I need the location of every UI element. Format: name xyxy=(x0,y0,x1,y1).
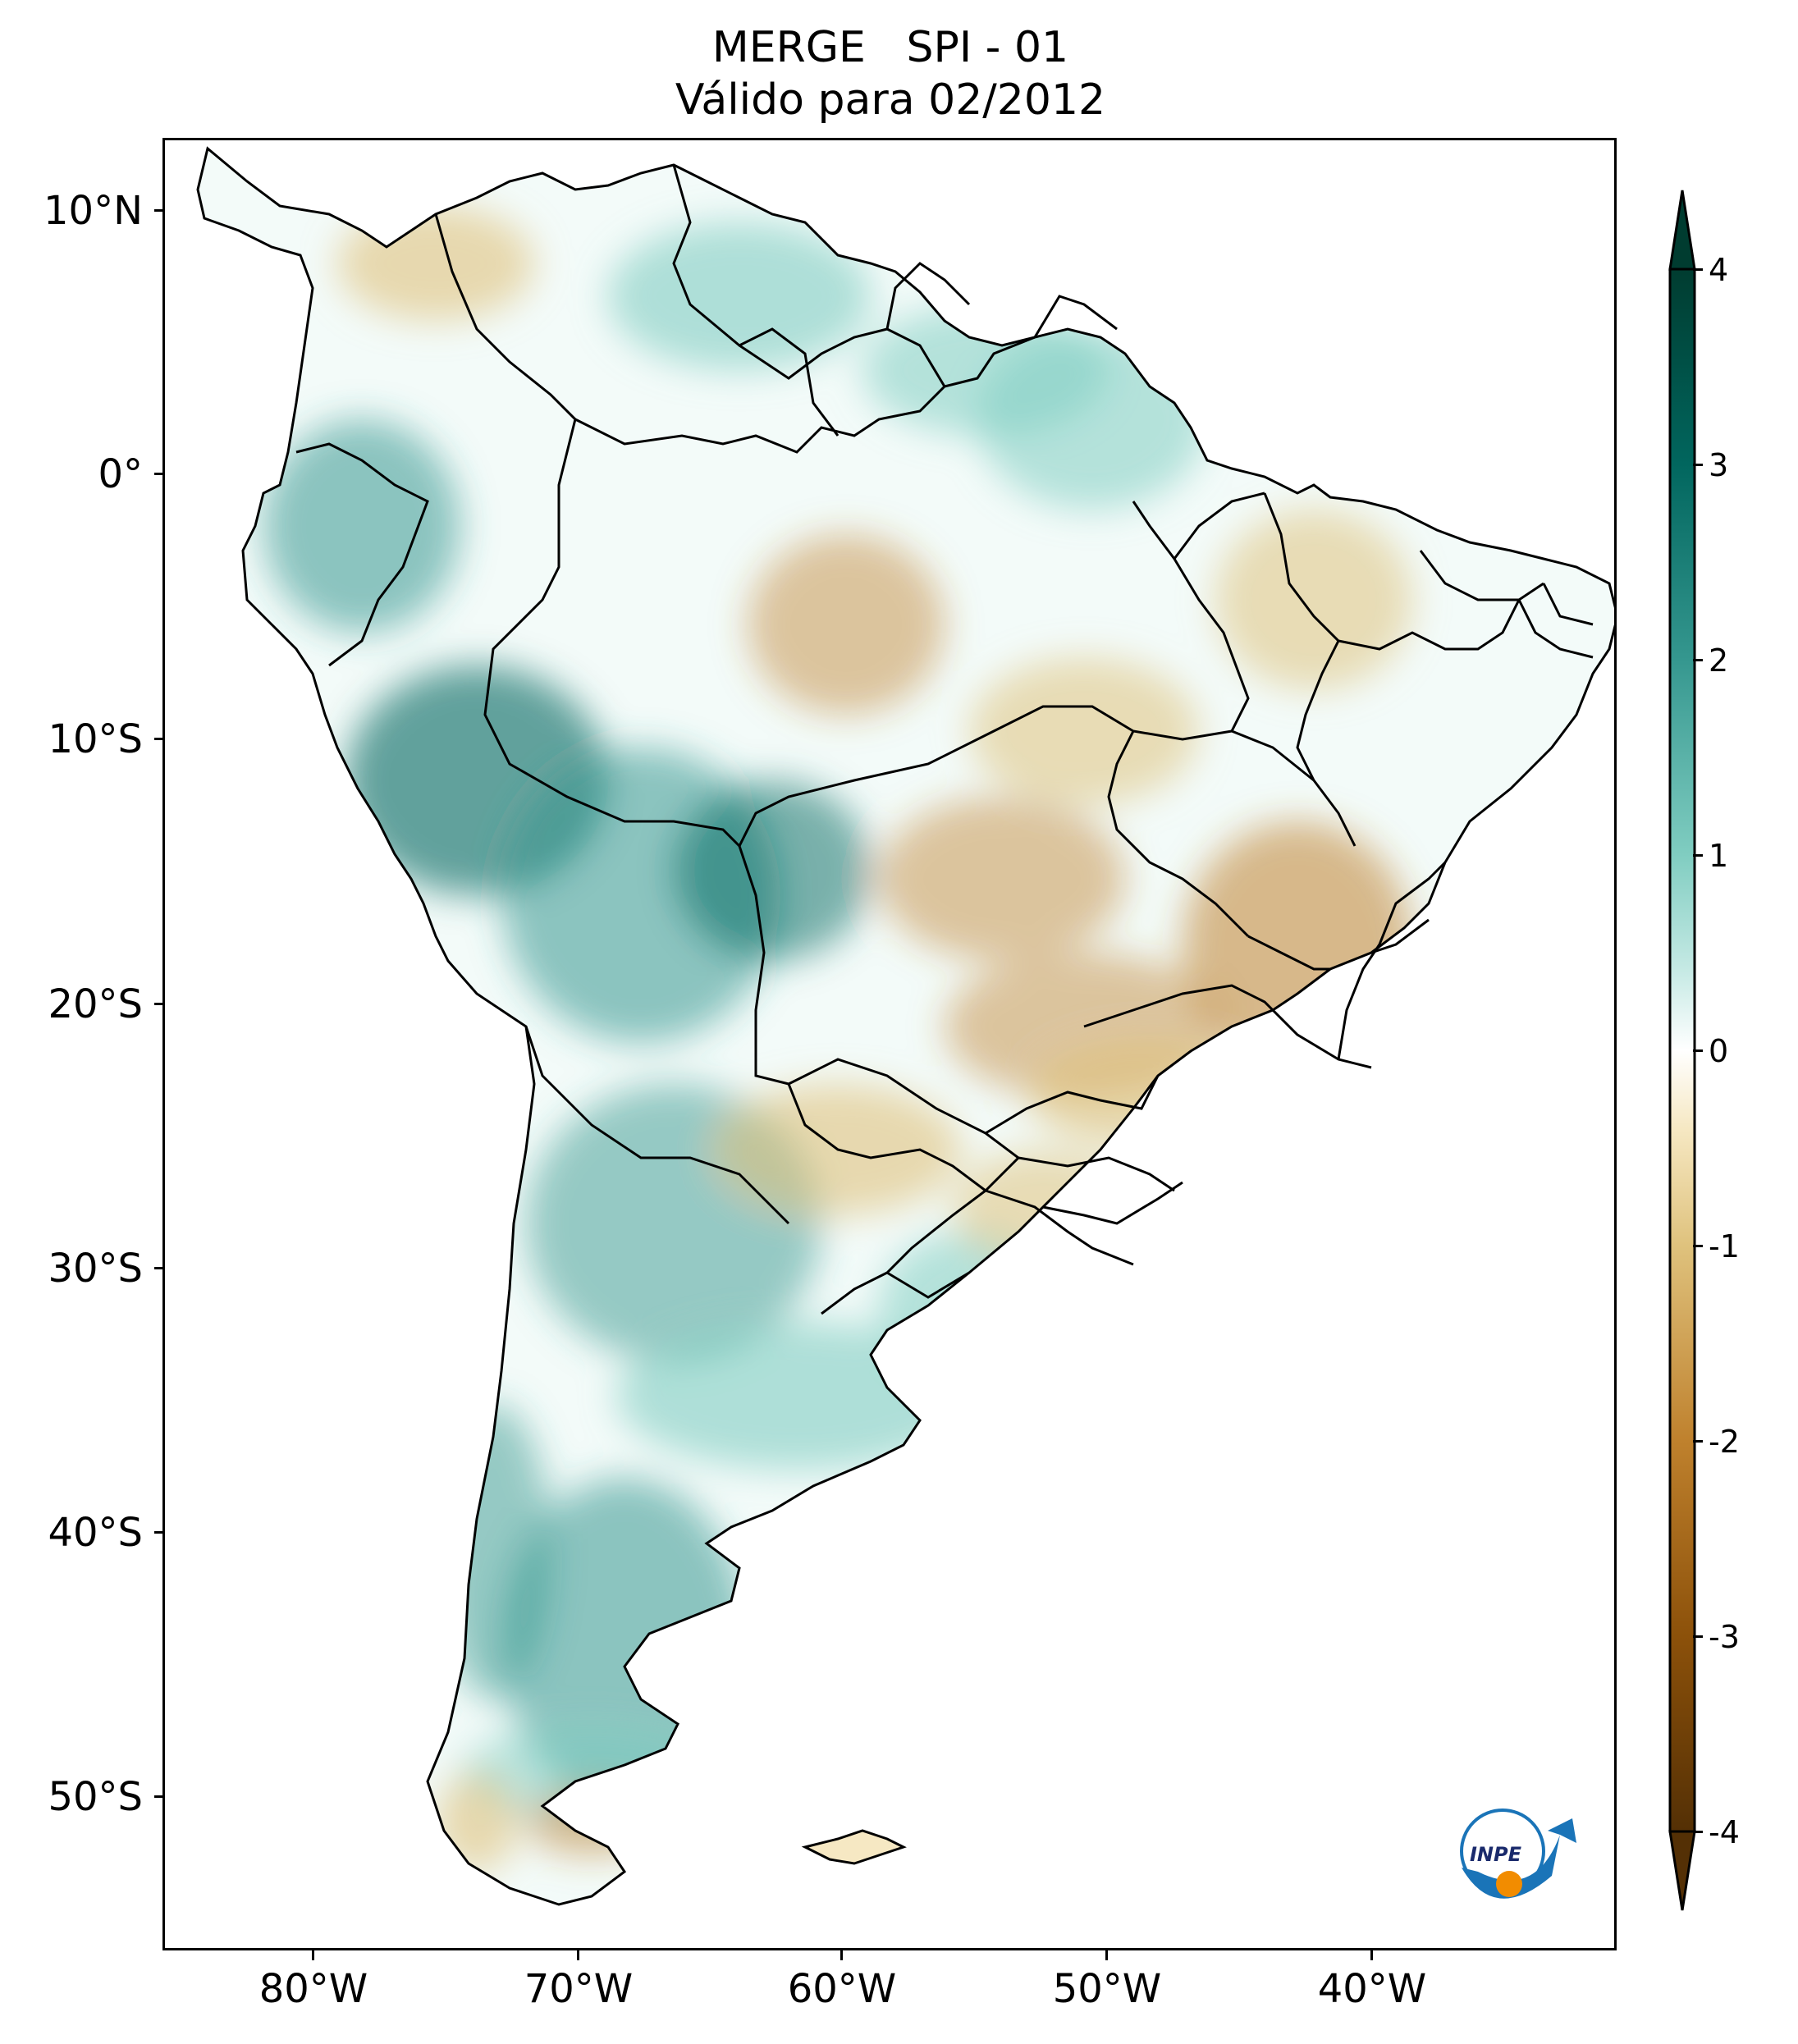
colorbar-top-arrow xyxy=(1668,190,1696,271)
colorbar-tick xyxy=(1693,268,1703,271)
lat-tick xyxy=(154,1795,164,1798)
colorbar-label: -3 xyxy=(1709,1619,1740,1655)
lat-tick xyxy=(154,1531,164,1534)
lon-label-40w: 40°W xyxy=(1317,1966,1427,2012)
colorbar-label: -4 xyxy=(1709,1814,1740,1850)
lon-label-50w: 50°W xyxy=(1052,1966,1162,2012)
lon-tick xyxy=(1370,1950,1373,1960)
lon-label-80w: 80°W xyxy=(258,1966,368,2012)
lat-label-50s: 50°S xyxy=(48,1774,143,1820)
lon-tick xyxy=(840,1950,843,1960)
lon-tick xyxy=(577,1950,579,1960)
colorbar-tick xyxy=(1693,659,1703,661)
lat-label-10n: 10°N xyxy=(43,188,143,234)
colorbar-tick xyxy=(1693,1831,1703,1833)
colorbar-tick xyxy=(1693,1245,1703,1247)
colorbar-gradient xyxy=(1668,268,1696,1833)
lat-label-0: 0° xyxy=(98,451,143,497)
colorbar-label: 3 xyxy=(1709,447,1729,483)
inpe-logo: INPE xyxy=(1460,1809,1576,1899)
colorbar-tick xyxy=(1693,464,1703,466)
lat-label-10s: 10°S xyxy=(48,716,143,762)
lat-tick xyxy=(154,209,164,212)
lat-tick xyxy=(154,738,164,740)
colorbar-label: 2 xyxy=(1709,642,1729,679)
political-borders xyxy=(295,164,1594,1315)
lat-label-30s: 30°S xyxy=(48,1246,143,1292)
colorbar-label: 0 xyxy=(1709,1033,1729,1069)
colorbar-bottom-arrow xyxy=(1668,1830,1696,1911)
lat-tick xyxy=(154,1267,164,1269)
lon-tick xyxy=(1105,1950,1108,1960)
colorbar-label: -1 xyxy=(1709,1228,1740,1264)
colorbar-tick xyxy=(1693,1635,1703,1638)
lat-label-20s: 20°S xyxy=(48,981,143,1027)
lat-tick xyxy=(154,1003,164,1005)
lon-tick xyxy=(312,1950,314,1960)
colorbar-tick xyxy=(1693,1440,1703,1443)
colorbar-tick xyxy=(1693,1049,1703,1052)
map-subtitle: Válido para 02/2012 xyxy=(675,75,1106,125)
lon-label-60w: 60°W xyxy=(787,1966,897,2012)
colorbar-label: -2 xyxy=(1709,1424,1740,1460)
lat-label-40s: 40°S xyxy=(48,1510,143,1556)
falkland-islands xyxy=(801,1829,907,1865)
lon-label-70w: 70°W xyxy=(524,1966,634,2012)
spi-field xyxy=(198,149,1614,1905)
colorbar-label: 1 xyxy=(1709,838,1729,874)
colorbar-label: 4 xyxy=(1709,252,1729,288)
inpe-logo-text: INPE xyxy=(1470,1843,1522,1866)
colorbar-tick xyxy=(1693,854,1703,857)
south-america-map: INPE xyxy=(196,147,1614,1906)
map-frame: INPE xyxy=(162,138,1617,1950)
lat-tick xyxy=(154,473,164,475)
map-title: MERGE SPI - 01 xyxy=(711,23,1069,72)
